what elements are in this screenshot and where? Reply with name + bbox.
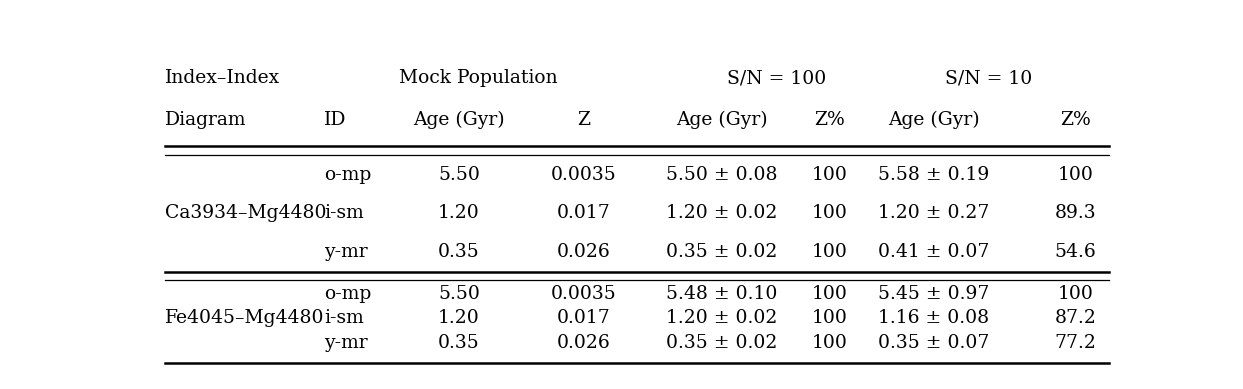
Text: 100: 100 [1058, 285, 1094, 303]
Text: 1.16 ± 0.08: 1.16 ± 0.08 [878, 309, 989, 328]
Text: Age (Gyr): Age (Gyr) [413, 111, 505, 129]
Text: Z%: Z% [1060, 111, 1090, 129]
Text: 5.50: 5.50 [438, 166, 480, 184]
Text: 100: 100 [812, 285, 848, 303]
Text: 5.50: 5.50 [438, 285, 480, 303]
Text: 100: 100 [812, 204, 848, 222]
Text: 1.20 ± 0.02: 1.20 ± 0.02 [666, 204, 778, 222]
Text: Z%: Z% [814, 111, 845, 129]
Text: 0.0035: 0.0035 [551, 166, 617, 184]
Text: 0.35: 0.35 [438, 334, 480, 352]
Text: 0.017: 0.017 [557, 204, 610, 222]
Text: 0.35 ± 0.07: 0.35 ± 0.07 [878, 334, 989, 352]
Text: 87.2: 87.2 [1054, 309, 1096, 328]
Text: y-mr: y-mr [324, 243, 368, 261]
Text: 5.58 ± 0.19: 5.58 ± 0.19 [878, 166, 989, 184]
Text: 0.41 ± 0.07: 0.41 ± 0.07 [878, 243, 989, 261]
Text: 1.20 ± 0.27: 1.20 ± 0.27 [878, 204, 989, 222]
Text: 0.0035: 0.0035 [551, 285, 617, 303]
Text: 89.3: 89.3 [1054, 204, 1096, 222]
Text: 54.6: 54.6 [1054, 243, 1096, 261]
Text: 1.20 ± 0.02: 1.20 ± 0.02 [666, 309, 778, 328]
Text: 100: 100 [812, 309, 848, 328]
Text: 0.35: 0.35 [438, 243, 480, 261]
Text: 0.026: 0.026 [557, 334, 610, 352]
Text: Z: Z [578, 111, 590, 129]
Text: 100: 100 [1058, 166, 1094, 184]
Text: 0.35 ± 0.02: 0.35 ± 0.02 [666, 334, 778, 352]
Text: 0.026: 0.026 [557, 243, 610, 261]
Text: 5.50 ± 0.08: 5.50 ± 0.08 [666, 166, 778, 184]
Text: o-mp: o-mp [324, 285, 372, 303]
Text: 100: 100 [812, 243, 848, 261]
Text: S/N = 100: S/N = 100 [727, 69, 827, 87]
Text: o-mp: o-mp [324, 166, 372, 184]
Text: Fe4045–Mg4480: Fe4045–Mg4480 [165, 309, 324, 328]
Text: i-sm: i-sm [324, 309, 364, 328]
Text: 0.017: 0.017 [557, 309, 610, 328]
Text: i-sm: i-sm [324, 204, 364, 222]
Text: 1.20: 1.20 [438, 204, 480, 222]
Text: S/N = 10: S/N = 10 [945, 69, 1032, 87]
Text: 77.2: 77.2 [1054, 334, 1096, 352]
Text: ID: ID [324, 111, 347, 129]
Text: Index–Index: Index–Index [165, 69, 280, 87]
Text: 5.48 ± 0.10: 5.48 ± 0.10 [666, 285, 778, 303]
Text: Diagram: Diagram [165, 111, 246, 129]
Text: 0.35 ± 0.02: 0.35 ± 0.02 [666, 243, 778, 261]
Text: 100: 100 [812, 166, 848, 184]
Text: 1.20: 1.20 [438, 309, 480, 328]
Text: 5.45 ± 0.97: 5.45 ± 0.97 [878, 285, 989, 303]
Text: Ca3934–Mg4480: Ca3934–Mg4480 [165, 204, 327, 222]
Text: 100: 100 [812, 334, 848, 352]
Text: y-mr: y-mr [324, 334, 368, 352]
Text: Age (Gyr): Age (Gyr) [676, 111, 768, 129]
Text: Mock Population: Mock Population [399, 69, 557, 87]
Text: Age (Gyr): Age (Gyr) [888, 111, 979, 129]
